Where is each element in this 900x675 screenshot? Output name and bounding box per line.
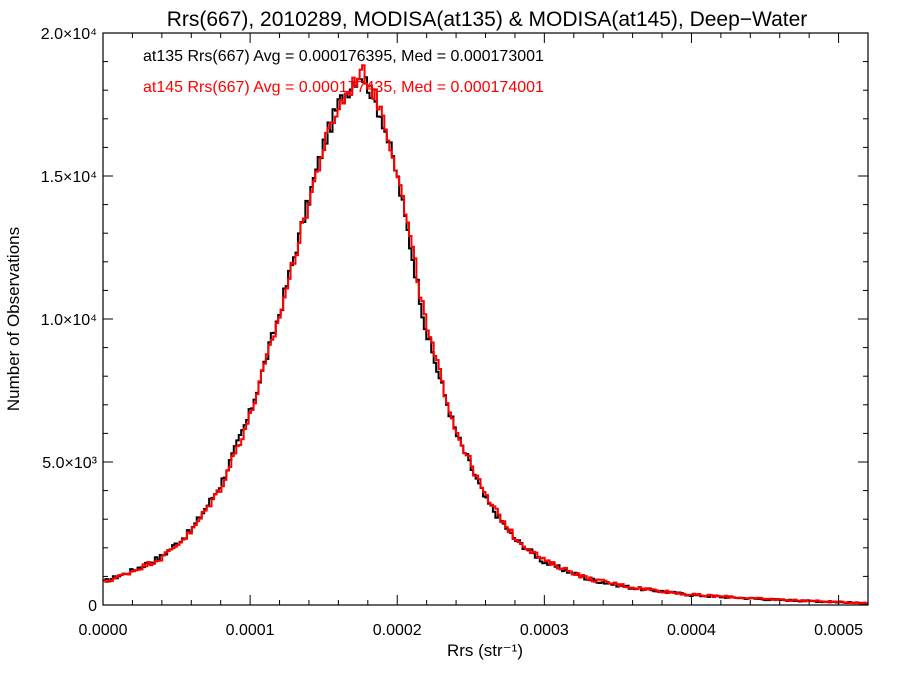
series-line-at135	[103, 76, 868, 605]
x-tick-label: 0.0004	[667, 622, 716, 639]
series-line-at145	[103, 64, 868, 605]
y-tick-label: 0	[88, 598, 97, 615]
legend-entry-at135: at135 Rrs(667) Avg = 0.000176395, Med = …	[143, 48, 544, 65]
y-tick-label: 1.0×10⁴	[41, 312, 97, 329]
x-tick-label: 0.0000	[79, 622, 128, 639]
x-tick-label: 0.0003	[520, 622, 569, 639]
tick-layer: 0.0000 0.0001 0.0002 0.0003 0.0004 0.0005 0 5.0…	[41, 26, 869, 639]
x-tick-label: 0.0001	[226, 622, 275, 639]
y-tick-label: 2.0×10⁴	[41, 26, 97, 43]
y-axis-label: Number of Observations	[4, 227, 23, 411]
chart-title: Rrs(667), 2010289, MODISA(at135) & MODIS…	[167, 8, 808, 31]
x-tick-label: 0.0002	[373, 622, 422, 639]
x-axis-label: Rrs (str⁻¹)	[447, 641, 523, 660]
plot-frame	[102, 32, 869, 606]
series-layer	[103, 64, 868, 605]
x-tick-label: 0.0005	[814, 622, 863, 639]
y-tick-label: 5.0×10³	[42, 455, 97, 472]
y-tick-label: 1.5×10⁴	[41, 169, 97, 186]
legend-entry-at145: at145 Rrs(667) Avg = 0.000177435, Med = …	[143, 79, 544, 96]
